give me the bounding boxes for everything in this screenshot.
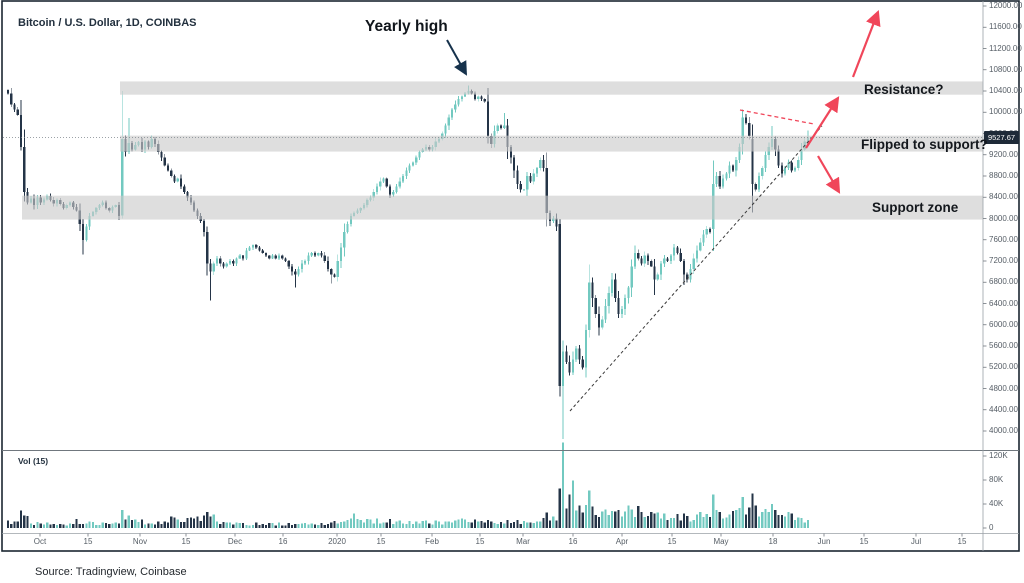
- time-tick-label: Apr: [615, 537, 629, 546]
- time-tick-label: Dec: [227, 537, 243, 546]
- time-tick-label: 16: [278, 537, 288, 546]
- time-tick-label: 15: [667, 537, 677, 546]
- price-tick-label: 10800.00: [989, 64, 1023, 74]
- yearly-high-arrow-icon[interactable]: [446, 39, 467, 76]
- price-tick-label: 4000.00: [989, 426, 1018, 435]
- last-price-badge: 9527.67: [984, 130, 1019, 144]
- price-tick-label: 4400.00: [989, 404, 1018, 414]
- price-tick-label: 9200.00: [989, 149, 1018, 159]
- annotation-flipped-support: Flipped to support?: [861, 137, 988, 152]
- time-tick-label: 15: [475, 537, 485, 546]
- price-tick-label: 6400.00: [989, 298, 1018, 308]
- price-tick-label: 8000.00: [989, 213, 1018, 223]
- annotation-support-zone: Support zone: [872, 200, 959, 215]
- time-tick-label: Jun: [817, 537, 831, 546]
- time-tick-label: May: [713, 537, 729, 546]
- annotation-resistance: Resistance?: [864, 82, 944, 97]
- breakout-arrow-up-icon[interactable]: [851, 9, 881, 78]
- pennant-upper-trendline[interactable]: [739, 109, 815, 125]
- price-tick-label: 11200.00: [989, 43, 1022, 53]
- time-tick-label: 15: [957, 537, 967, 546]
- price-tick-label: 8400.00: [989, 192, 1018, 202]
- price-tick-label: 6000.00: [989, 319, 1018, 329]
- volume-tick-label: 80K: [989, 475, 1004, 484]
- rising-support-trendline[interactable]: [569, 125, 823, 412]
- volume-tick-label: 0: [989, 523, 994, 532]
- price-zones-layer: [22, 81, 983, 220]
- price-tick-label: 6800.00: [989, 277, 1018, 287]
- time-tick-label: 15: [181, 537, 191, 546]
- time-tick-label: 15: [376, 537, 386, 546]
- time-tick-label: Nov: [132, 537, 148, 546]
- time-tick-label: Mar: [516, 537, 530, 546]
- price-tick-label: 7600.00: [989, 234, 1018, 244]
- price-tick-label: 5200.00: [989, 362, 1018, 372]
- pullback-arrow-down-icon[interactable]: [817, 155, 841, 194]
- volume-indicator-label[interactable]: Vol (15): [18, 456, 49, 466]
- time-tick-label: 2020: [328, 537, 346, 546]
- zone-flipped_to_support[interactable]: [120, 135, 983, 152]
- price-tick-label: 4800.00: [989, 383, 1018, 393]
- price-tick-label: 12000.00: [989, 1, 1023, 10]
- time-tick-label: 15: [83, 537, 93, 546]
- time-tick-label: Oct: [33, 537, 47, 546]
- price-tick-label: 10000.00: [989, 107, 1023, 117]
- volume-tick-label: 40K: [989, 499, 1004, 508]
- price-tick-label: 8800.00: [989, 171, 1018, 180]
- time-tick-label: 18: [768, 537, 778, 546]
- time-tick-label: 16: [568, 537, 578, 546]
- time-tick-label: Feb: [425, 537, 439, 546]
- price-tick-label: 11600.00: [989, 22, 1022, 32]
- time-tick-label: 15: [859, 537, 869, 546]
- chart-title[interactable]: Bitcoin / U.S. Dollar, 1D, COINBAS: [18, 17, 197, 29]
- zone-support_zone[interactable]: [22, 195, 983, 220]
- price-tick-label: 7200.00: [989, 256, 1018, 265]
- retest-arrow-up-icon[interactable]: [805, 96, 840, 149]
- price-tick-label: 5600.00: [989, 341, 1018, 350]
- price-tick-label: 10400.00: [989, 86, 1023, 95]
- zone-resistance[interactable]: [120, 81, 983, 95]
- annotation-yearly-high: Yearly high: [365, 18, 448, 35]
- time-tick-label: Jul: [910, 537, 922, 546]
- source-note: Source: Tradingview, Coinbase: [35, 566, 187, 578]
- volume-layer: [6, 442, 810, 528]
- volume-tick-label: 120K: [989, 451, 1008, 460]
